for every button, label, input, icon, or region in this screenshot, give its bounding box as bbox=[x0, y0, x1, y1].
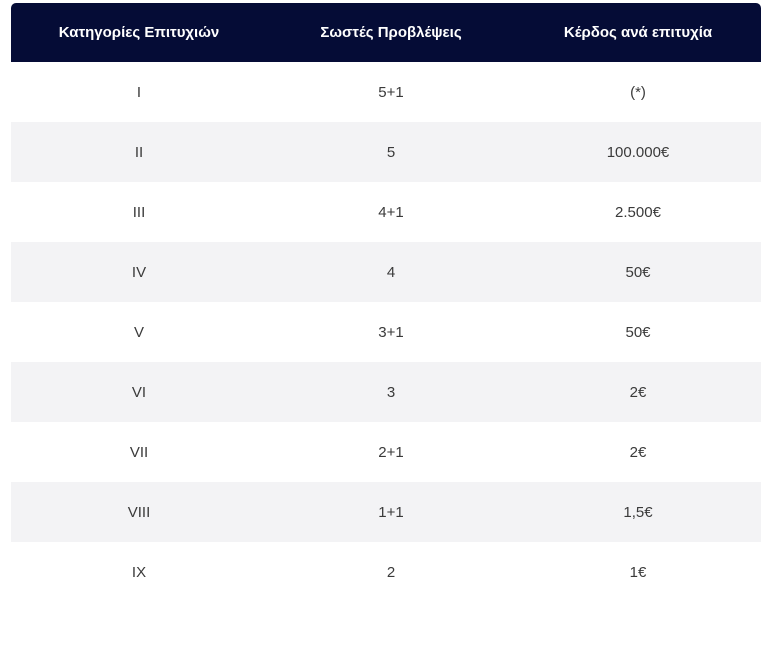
table-row: VII 2+1 2€ bbox=[11, 422, 761, 482]
table-row: I 5+1 (*) bbox=[11, 62, 761, 122]
header-prize: Κέρδος ανά επιτυχία bbox=[563, 24, 713, 41]
prize-cell: (*) bbox=[630, 83, 646, 101]
category-cell: III bbox=[132, 203, 146, 221]
header-categories: Κατηγορίες Επιτυχιών bbox=[58, 24, 220, 41]
predictions-cell: 2 bbox=[386, 563, 396, 581]
category-cell: I bbox=[136, 83, 142, 101]
prize-cell: 2€ bbox=[629, 443, 647, 461]
table-row: IV 4 50€ bbox=[11, 242, 761, 302]
predictions-cell: 5 bbox=[386, 143, 396, 161]
header-predictions: Σωστές Προβλέψεις bbox=[320, 24, 462, 41]
prize-cell: 1€ bbox=[629, 563, 647, 581]
table-row: II 5 100.000€ bbox=[11, 122, 761, 182]
table-row: IX 2 1€ bbox=[11, 542, 761, 602]
prize-cell: 50€ bbox=[625, 263, 651, 281]
table-header: Κατηγορίες Επιτυχιών Σωστές Προβλέψεις Κ… bbox=[11, 3, 761, 62]
table-row: VI 3 2€ bbox=[11, 362, 761, 422]
category-cell: II bbox=[134, 143, 144, 161]
prize-table: Κατηγορίες Επιτυχιών Σωστές Προβλέψεις Κ… bbox=[11, 3, 761, 602]
table-row: V 3+1 50€ bbox=[11, 302, 761, 362]
category-cell: IV bbox=[131, 263, 147, 281]
table-row: III 4+1 2.500€ bbox=[11, 182, 761, 242]
predictions-cell: 5+1 bbox=[378, 83, 404, 101]
predictions-cell: 2+1 bbox=[378, 443, 404, 461]
category-cell: VI bbox=[131, 383, 147, 401]
predictions-cell: 4+1 bbox=[378, 203, 404, 221]
prize-cell: 1,5€ bbox=[623, 503, 653, 521]
prize-cell: 100.000€ bbox=[606, 143, 670, 161]
category-cell: VIII bbox=[127, 503, 151, 521]
category-cell: V bbox=[133, 323, 144, 341]
category-cell: IX bbox=[131, 563, 147, 581]
prize-cell: 2€ bbox=[629, 383, 647, 401]
predictions-cell: 3+1 bbox=[378, 323, 404, 341]
table-row: VIII 1+1 1,5€ bbox=[11, 482, 761, 542]
predictions-cell: 4 bbox=[386, 263, 396, 281]
category-cell: VII bbox=[129, 443, 149, 461]
prize-cell: 2.500€ bbox=[615, 203, 661, 221]
predictions-cell: 1+1 bbox=[378, 503, 404, 521]
prize-cell: 50€ bbox=[625, 323, 651, 341]
predictions-cell: 3 bbox=[386, 383, 396, 401]
